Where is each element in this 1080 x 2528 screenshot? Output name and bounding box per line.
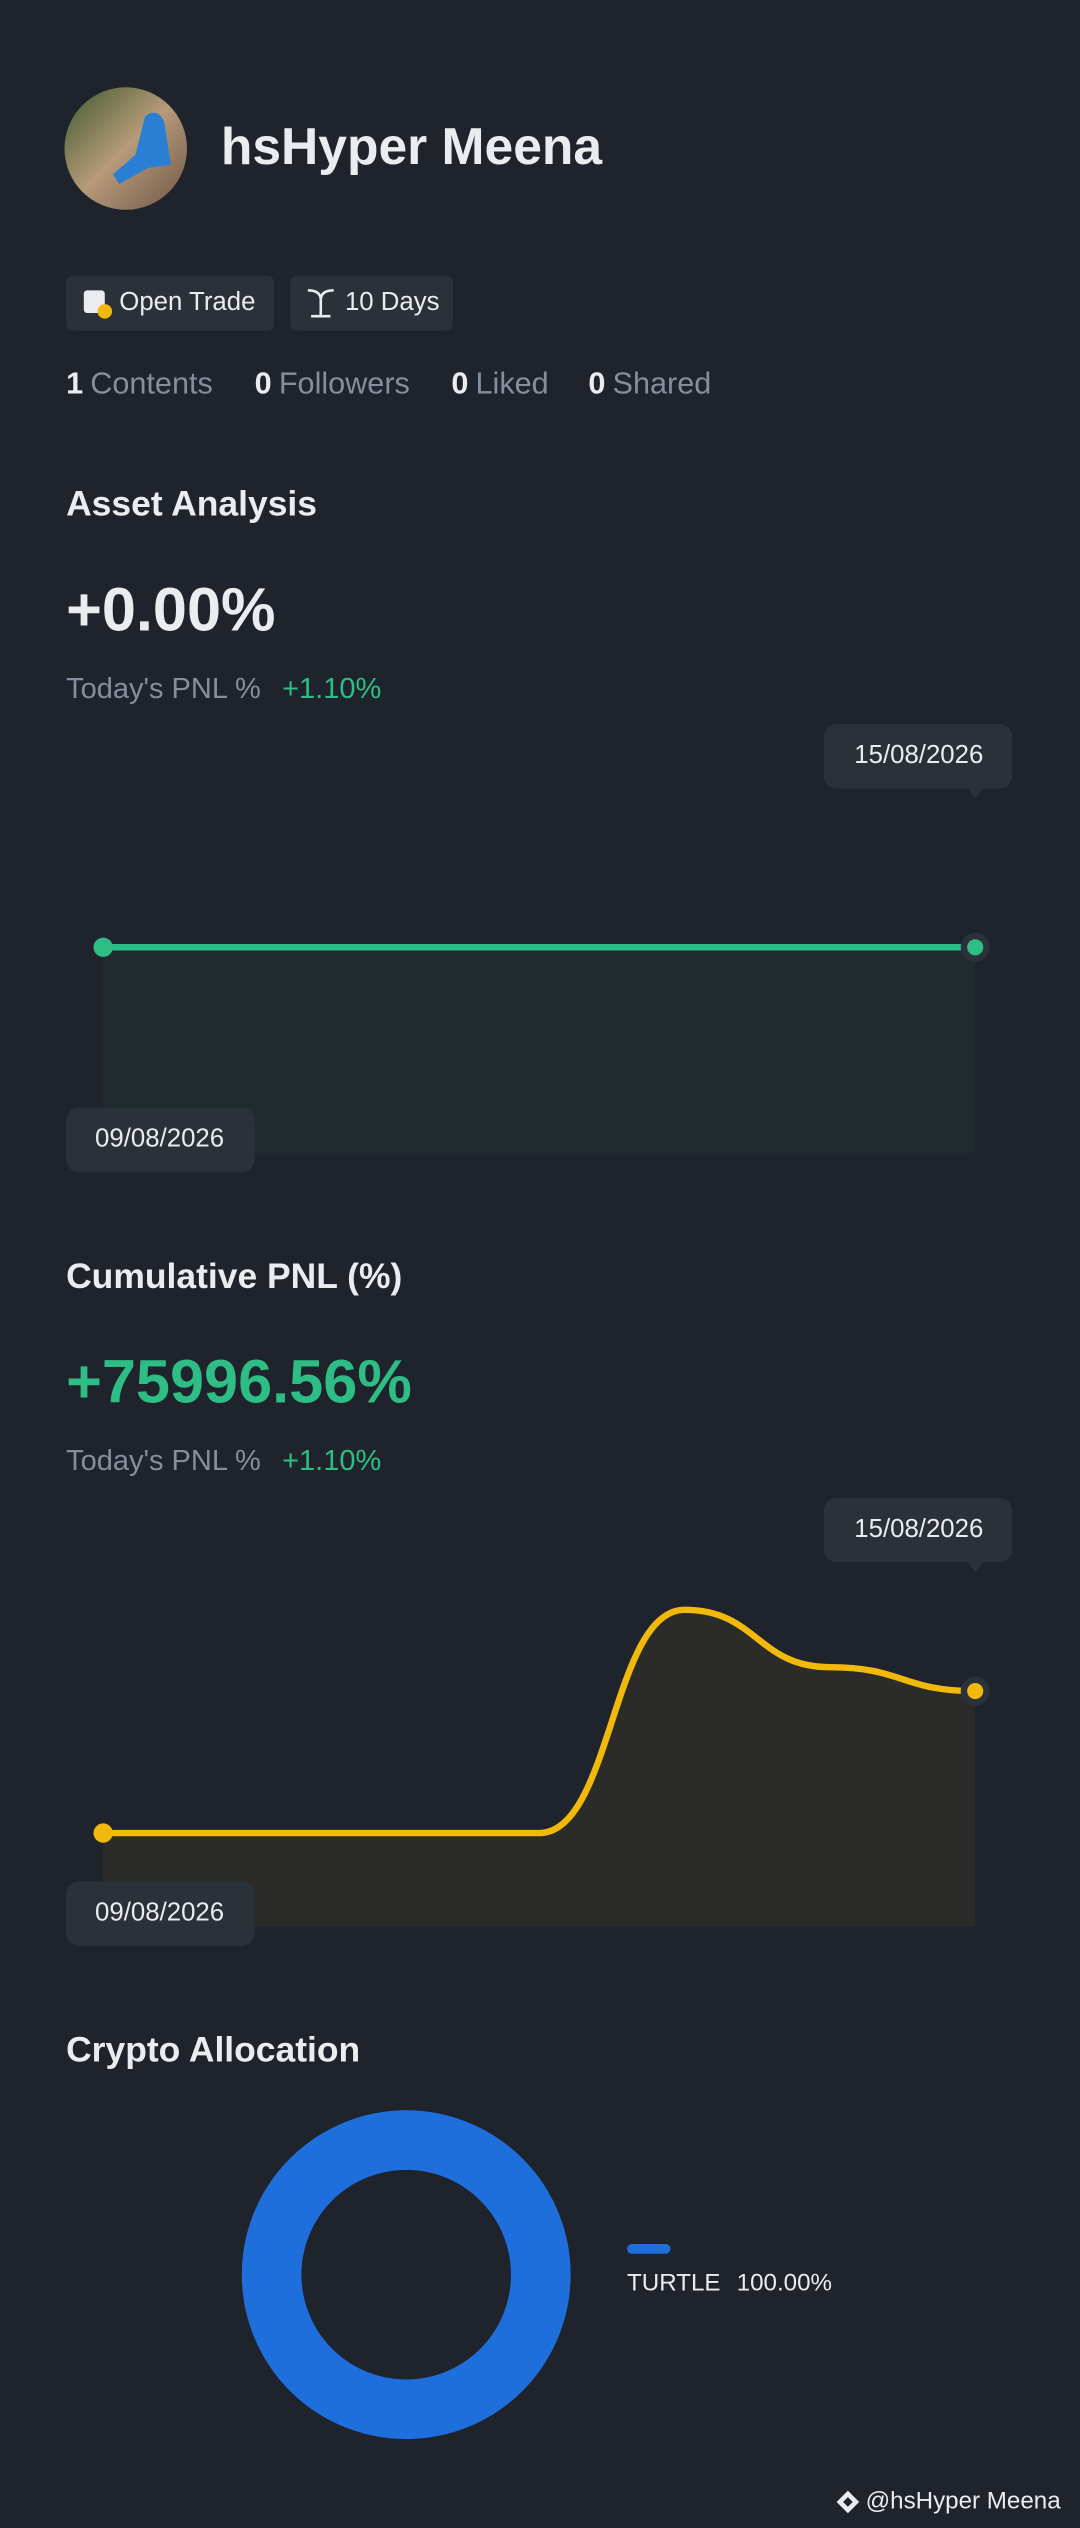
date-tooltip (66, 1107, 255, 1173)
stat-label: Contents (90, 367, 213, 401)
stat-value: 1 (66, 367, 83, 401)
avatar-figure (112, 112, 171, 184)
start-date: 09/08/2026 (95, 1125, 224, 1153)
donut-segment (241, 2110, 571, 2440)
badge (66, 275, 275, 331)
point (960, 1676, 990, 1706)
pnl-value: +1.10% (282, 1445, 381, 1477)
date-tooltip (823, 724, 1013, 789)
end-date: 15/08/2026 (854, 741, 983, 769)
legend-swatch (627, 2244, 671, 2254)
area (103, 1609, 976, 1927)
pnl-label: Today's PNL % (66, 673, 261, 705)
badge-icon (307, 289, 334, 318)
date-tooltip (823, 1497, 1013, 1563)
footer-logo (836, 2490, 860, 2514)
big-value: +75996.56% (66, 1348, 412, 1416)
pnl-value: +1.10% (282, 673, 381, 705)
date-tooltip (66, 1881, 255, 1946)
date-tooltip-pointer (967, 788, 984, 799)
stat-label: Shared (613, 367, 712, 401)
badge-label: Open Trade (119, 288, 255, 316)
stat-value: 0 (588, 367, 605, 401)
asset-chart: 15/08/2026 09/08/2026 (66, 724, 1013, 1173)
end-date: 15/08/2026 (854, 1515, 983, 1543)
section-title: Cumulative PNL (%) (66, 1256, 402, 1296)
footer: @hsHyper Meena (866, 2487, 1062, 2514)
date-tooltip-pointer (967, 1562, 984, 1572)
start-date: 09/08/2026 (95, 1898, 224, 1926)
point (960, 932, 990, 962)
legend-label: TURTLE (627, 2270, 721, 2297)
legend-value: 100.00% (737, 2270, 832, 2297)
profile-name: hsHyper Meena (221, 117, 604, 175)
big-value: +0.00% (66, 576, 275, 644)
stat-label: Followers (279, 367, 410, 401)
stat-value: 0 (451, 367, 468, 401)
line (99, 1606, 979, 1837)
point (93, 1823, 113, 1843)
section-title: Asset Analysis (66, 484, 317, 524)
point (93, 937, 113, 957)
allocation-chart: TURTLE 100.00% (241, 2110, 832, 2440)
avatar (64, 87, 187, 210)
stat-label: Liked (476, 367, 549, 401)
stats: 1 Contents 0 Followers 0 Liked 0 Shared (66, 367, 711, 401)
stat-value: 0 (255, 367, 272, 401)
pnl-label: Today's PNL % (66, 1445, 261, 1477)
cumulative-chart: 15/08/2026 09/08/2026 (66, 1497, 1013, 1946)
badge-label: 10 Days (345, 288, 440, 316)
section-title: Crypto Allocation (66, 2030, 360, 2070)
area (103, 947, 976, 1153)
badge-icon (97, 304, 113, 319)
